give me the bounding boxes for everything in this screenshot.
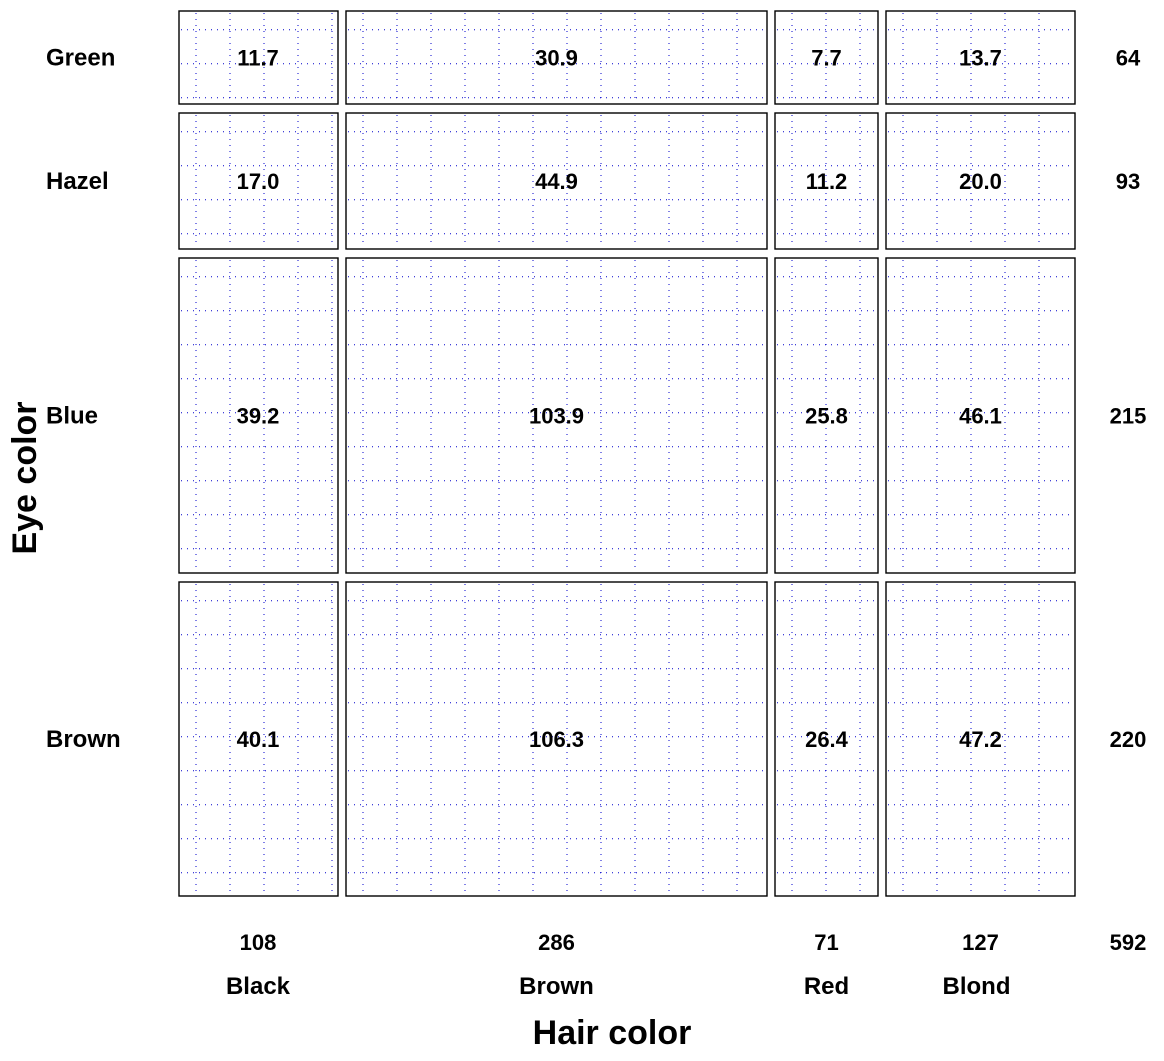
row-label-hazel: Hazel bbox=[46, 168, 109, 195]
column-total: 286 bbox=[538, 930, 575, 955]
cell-green-black: 11.7 bbox=[178, 10, 339, 105]
row-total: 93 bbox=[1116, 169, 1140, 194]
cell-value: 7.7 bbox=[811, 46, 842, 71]
column-label-red: Red bbox=[804, 973, 849, 1000]
cell-rect bbox=[885, 581, 1076, 897]
cell-value: 44.9 bbox=[535, 169, 578, 194]
cell-value: 26.4 bbox=[805, 727, 849, 752]
cell-rect bbox=[345, 112, 768, 250]
cell-value: 30.9 bbox=[535, 46, 578, 71]
grand-total: 592 bbox=[1110, 930, 1147, 955]
cell-green-blond: 13.7 bbox=[885, 10, 1076, 105]
cell-value: 25.8 bbox=[805, 404, 848, 429]
cell-value: 47.2 bbox=[959, 727, 1002, 752]
cell-blue-blond: 46.1 bbox=[885, 257, 1076, 574]
cell-value: 13.7 bbox=[959, 46, 1002, 71]
cell-value: 103.9 bbox=[529, 404, 584, 429]
cell-value: 11.2 bbox=[806, 169, 848, 194]
cell-value: 106.3 bbox=[529, 727, 584, 752]
cell-rect bbox=[774, 257, 879, 574]
row-total: 220 bbox=[1110, 727, 1147, 752]
cell-rect bbox=[885, 257, 1076, 574]
y-axis-title: Eye color bbox=[6, 401, 44, 554]
column-label-black: Black bbox=[226, 973, 291, 1000]
cell-hazel-black: 17.0 bbox=[178, 112, 339, 250]
cell-hazel-blond: 20.0 bbox=[885, 112, 1076, 250]
column-label-brown: Brown bbox=[519, 973, 594, 1000]
cell-blue-brown: 103.9 bbox=[345, 257, 768, 574]
cell-rect bbox=[178, 112, 339, 250]
cell-green-red: 7.7 bbox=[774, 10, 879, 105]
row-total: 215 bbox=[1110, 404, 1147, 429]
column-total: 127 bbox=[962, 930, 999, 955]
cell-value: 46.1 bbox=[959, 404, 1002, 429]
cell-rect bbox=[774, 581, 879, 897]
cell-rect bbox=[345, 10, 768, 105]
cell-value: 39.2 bbox=[237, 404, 280, 429]
cell-green-brown: 30.9 bbox=[345, 10, 768, 105]
row-label-blue: Blue bbox=[46, 403, 98, 430]
row-total: 64 bbox=[1116, 46, 1141, 71]
cell-brown-blond: 47.2 bbox=[885, 581, 1076, 897]
cells-layer: 11.7 30.9 7.7 13.7 17.0 44.9 11.2 20.0 39.2 103.9… bbox=[178, 10, 1076, 897]
labels-layer: Green 64 Hazel 93 Blue 215 Brown 220 108 Black 286… bbox=[46, 45, 1146, 1001]
cell-rect bbox=[885, 112, 1076, 250]
column-total: 71 bbox=[814, 930, 838, 955]
cell-rect bbox=[774, 10, 879, 105]
cell-rect bbox=[178, 10, 339, 105]
cell-brown-brown: 106.3 bbox=[345, 581, 768, 897]
column-label-blond: Blond bbox=[943, 973, 1011, 1000]
row-label-brown: Brown bbox=[46, 726, 121, 753]
column-total: 108 bbox=[240, 930, 277, 955]
cell-brown-red: 26.4 bbox=[774, 581, 879, 897]
cell-hazel-red: 11.2 bbox=[774, 112, 879, 250]
x-axis-title: Hair color bbox=[533, 1014, 692, 1052]
cell-value: 17.0 bbox=[237, 169, 280, 194]
row-label-green: Green bbox=[46, 45, 115, 72]
cell-hazel-brown: 44.9 bbox=[345, 112, 768, 250]
cell-value: 11.7 bbox=[237, 46, 279, 71]
cell-value: 40.1 bbox=[237, 727, 280, 752]
cell-blue-red: 25.8 bbox=[774, 257, 879, 574]
cell-rect bbox=[885, 10, 1076, 105]
cell-blue-black: 39.2 bbox=[178, 257, 339, 574]
cell-brown-black: 40.1 bbox=[178, 581, 339, 897]
cell-value: 20.0 bbox=[959, 169, 1002, 194]
